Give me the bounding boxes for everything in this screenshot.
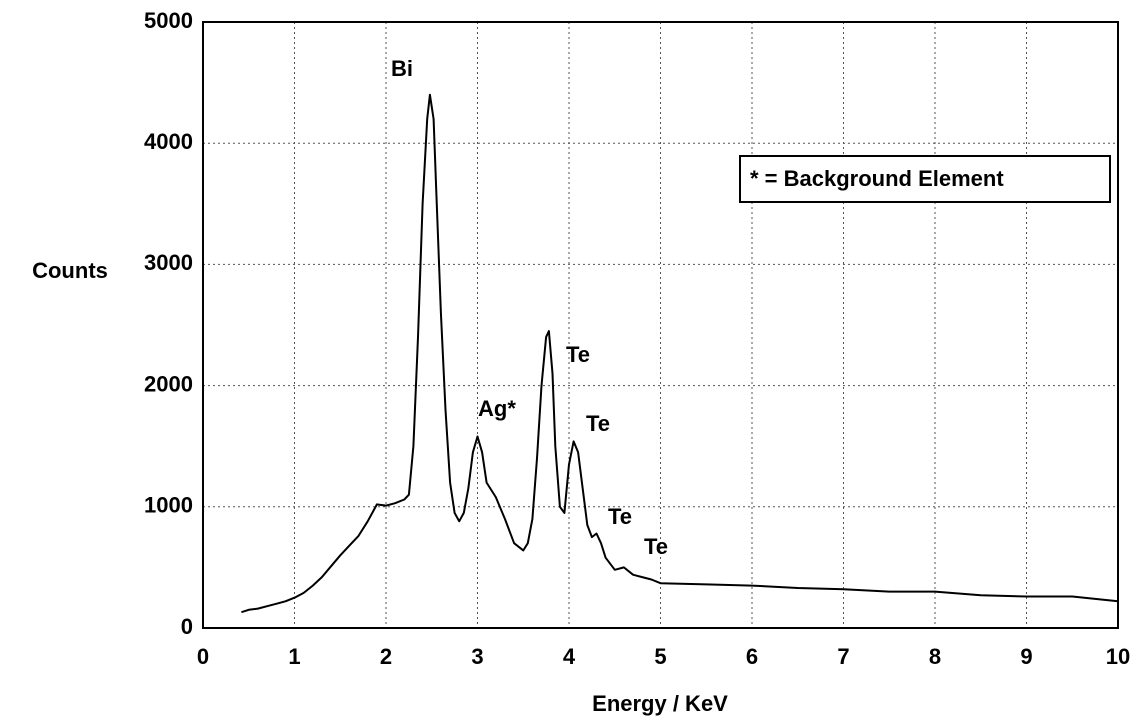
x-tick-label: 2	[380, 644, 392, 669]
x-axis-label: Energy / KeV	[592, 691, 728, 716]
y-tick-label: 3000	[144, 250, 193, 275]
x-tick-label: 3	[471, 644, 483, 669]
y-tick-label: 5000	[144, 8, 193, 33]
x-tick-label: 10	[1106, 644, 1130, 669]
x-tick-label: 7	[837, 644, 849, 669]
x-tick-label: 8	[929, 644, 941, 669]
y-tick-label: 1000	[144, 493, 193, 518]
y-tick-label: 0	[181, 614, 193, 639]
note-box	[739, 155, 1111, 203]
spectrum-line	[241, 93, 1119, 614]
peak-label: Te	[566, 342, 590, 367]
plot-frame	[202, 21, 1119, 629]
note-text: * = Background Element	[750, 166, 1004, 191]
y-tick-label: 4000	[144, 129, 193, 154]
x-tick-label: 1	[288, 644, 300, 669]
x-tick-label: 0	[197, 644, 209, 669]
peak-label: Bi	[391, 56, 413, 81]
y-tick-label: 2000	[144, 371, 193, 396]
y-axis-label: Counts	[32, 258, 108, 283]
peak-label: Te	[644, 534, 668, 559]
x-tick-label: 4	[563, 644, 576, 669]
peak-label: Te	[608, 504, 632, 529]
peak-label: Te	[586, 411, 610, 436]
x-tick-label: 9	[1020, 644, 1032, 669]
peak-label: Ag*	[478, 396, 516, 421]
x-tick-label: 6	[746, 644, 758, 669]
x-tick-label: 5	[654, 644, 666, 669]
